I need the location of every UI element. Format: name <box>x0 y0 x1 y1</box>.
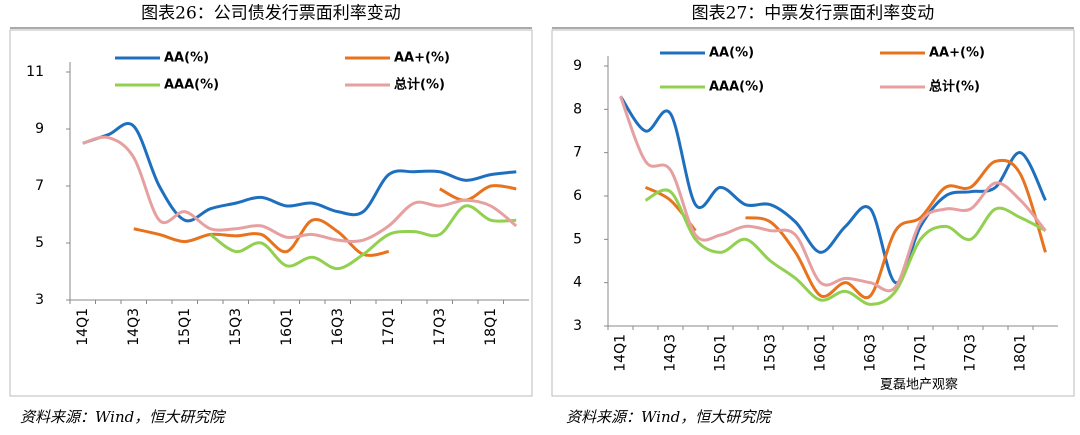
series-line <box>133 218 390 257</box>
series-line <box>82 135 518 243</box>
series-line <box>209 204 517 271</box>
chart-title: 图表26：公司债发行票面利率变动 <box>141 4 401 24</box>
x-tick-label: 15Q1 <box>713 334 729 372</box>
panel-frame <box>551 29 1075 397</box>
x-tick-label: 17Q1 <box>913 334 929 372</box>
y-tick-label: 5 <box>35 235 44 251</box>
x-tick-label: 15Q1 <box>177 308 193 346</box>
y-tick-label: 6 <box>573 188 582 204</box>
x-tick-label: 15Q3 <box>763 334 779 372</box>
x-tick-label: 16Q1 <box>279 308 295 346</box>
y-tick-label: 9 <box>35 121 44 137</box>
series-line <box>82 121 517 223</box>
y-tick-label: 4 <box>573 275 582 291</box>
x-tick-label: 16Q3 <box>863 334 879 372</box>
legend-label: 总计(%) <box>929 79 980 95</box>
x-tick-label: 18Q1 <box>483 308 499 346</box>
x-tick-label: 18Q1 <box>1013 334 1029 372</box>
y-tick-label: 5 <box>573 231 582 247</box>
watermark: 夏磊地产观察 <box>880 378 958 393</box>
x-tick-label: 14Q1 <box>613 334 629 372</box>
legend-label: AA(%) <box>164 51 209 66</box>
legend-label: AA+(%) <box>394 51 450 66</box>
x-tick-label: 17Q3 <box>963 334 979 372</box>
y-tick-label: 3 <box>35 292 44 308</box>
y-tick-label: 9 <box>573 58 582 74</box>
legend-label: AA+(%) <box>929 46 985 61</box>
series-line <box>619 95 1047 285</box>
legend-label: AA(%) <box>709 46 754 61</box>
chart-title: 图表27：中票发行票面利率变动 <box>692 4 935 24</box>
y-tick-label: 11 <box>26 64 44 80</box>
x-tick-label: 17Q3 <box>432 308 448 346</box>
x-tick-label: 14Q3 <box>126 308 142 346</box>
source: 资料来源：Wind，恒大研究院 <box>566 408 772 426</box>
panel-frame <box>9 29 533 397</box>
x-tick-label: 16Q3 <box>330 308 346 346</box>
legend-label: AAA(%) <box>164 78 219 93</box>
legend-label: 总计(%) <box>394 77 445 93</box>
x-tick-label: 14Q1 <box>75 308 91 346</box>
y-tick-label: 8 <box>573 101 582 117</box>
y-tick-label: 7 <box>573 145 582 161</box>
x-tick-label: 16Q1 <box>813 334 829 372</box>
legend-label: AAA(%) <box>709 80 764 95</box>
x-tick-label: 15Q3 <box>228 308 244 346</box>
y-tick-label: 7 <box>35 178 44 194</box>
series-line <box>644 188 1047 306</box>
source: 资料来源：Wind，恒大研究院 <box>20 408 226 426</box>
y-tick-label: 3 <box>573 318 582 334</box>
x-tick-label: 17Q1 <box>381 308 397 346</box>
x-tick-label: 14Q3 <box>663 334 679 372</box>
series-line <box>619 95 1047 293</box>
series-line <box>745 158 1047 300</box>
series-line <box>439 184 517 202</box>
